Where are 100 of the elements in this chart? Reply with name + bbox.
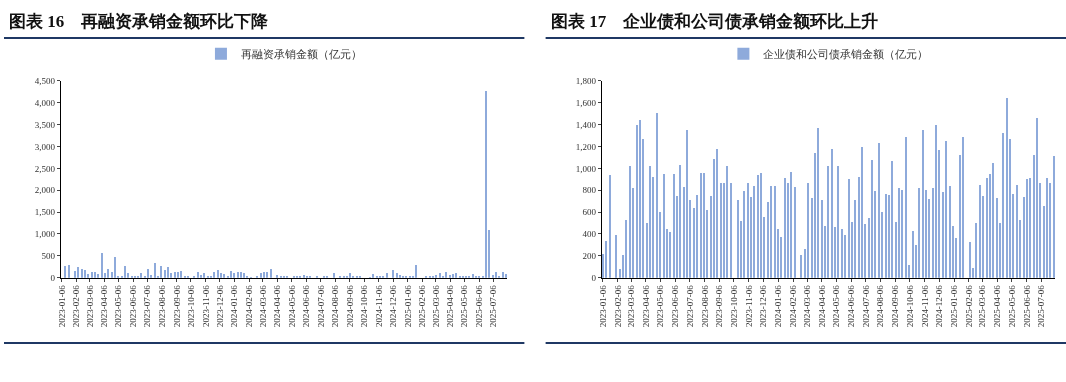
legend-label: 企业债和公司债承销金额（亿元） (763, 47, 929, 60)
bar (769, 185, 772, 278)
x-tick-label: 2025-01-06 (402, 284, 413, 328)
bar (806, 182, 809, 278)
bar (746, 182, 749, 278)
x-tick-label: 2024-05-06 (286, 284, 297, 328)
bar (904, 136, 907, 278)
bar (789, 171, 792, 278)
x-tick-label: 2023-04-06 (99, 284, 110, 328)
bar (719, 182, 722, 278)
bar (73, 270, 76, 278)
x-tick-label: 2024-01-06 (773, 284, 784, 328)
bar (414, 264, 417, 278)
x-tick-label: 2023-02-06 (612, 284, 623, 328)
x-tick-label: 2025-02-06 (963, 284, 974, 328)
bar (793, 186, 796, 278)
bar (176, 271, 179, 278)
bar (608, 174, 611, 278)
y-tick-label: 600 (582, 207, 597, 218)
bar (604, 240, 607, 278)
bar (840, 228, 843, 278)
bar (799, 254, 802, 278)
bar (100, 252, 103, 278)
bar (948, 185, 951, 278)
bar (113, 256, 116, 278)
x-tick-label: 2024-11-06 (919, 284, 930, 327)
x-tick-label: 2024-09-06 (344, 284, 355, 328)
bar (1048, 182, 1051, 278)
bar (826, 165, 829, 278)
bar (995, 197, 998, 278)
bar (736, 199, 739, 278)
bar (773, 185, 776, 278)
bar (830, 148, 833, 278)
x-tick-label: 2023-05-06 (655, 284, 666, 328)
bar (877, 142, 880, 278)
x-tick-label: 2023-03-06 (84, 284, 95, 328)
bar (212, 271, 215, 278)
bar (1028, 177, 1031, 278)
bar (662, 173, 665, 278)
bar (695, 194, 698, 278)
y-tick-label: 1,000 (34, 229, 56, 240)
x-tick-label: 2023-01-06 (56, 284, 67, 328)
x-tick-label: 2024-12-06 (934, 284, 945, 328)
x-tick-label: 2025-06-06 (1021, 284, 1032, 328)
y-tick-label: 1,400 (575, 119, 597, 130)
x-tick-label: 2023-12-06 (758, 284, 769, 328)
bar (870, 159, 873, 278)
bar (236, 271, 239, 278)
bar (934, 124, 937, 278)
x-tick-label: 2024-08-06 (875, 284, 886, 328)
bar (1045, 177, 1048, 278)
x-tick-label: 2023-08-06 (699, 284, 710, 328)
y-tick-label: 800 (582, 185, 597, 196)
x-tick-label: 2024-07-06 (860, 284, 871, 328)
bar (1001, 132, 1004, 278)
bar (685, 129, 688, 278)
bar (860, 146, 863, 278)
bar (1025, 178, 1028, 278)
bar (163, 269, 166, 278)
x-tick-label: 2023-07-06 (684, 284, 695, 328)
y-tick-label: 400 (582, 229, 597, 240)
x-tick-label: 2025-01-06 (949, 284, 960, 328)
bar (672, 173, 675, 278)
y-tick-label: 0 (591, 272, 597, 283)
bar (63, 265, 66, 278)
x-tick-label: 2024-08-06 (330, 284, 341, 328)
x-tick-label: 2023-06-06 (670, 284, 681, 328)
bar (159, 265, 162, 278)
bar (624, 219, 627, 278)
bar (83, 269, 86, 278)
bar (897, 187, 900, 278)
bar (80, 268, 83, 278)
bar (76, 266, 79, 278)
x-tick-label: 2025-03-06 (430, 284, 441, 328)
bar (90, 271, 93, 278)
x-tick-label: 2023-01-06 (597, 284, 608, 328)
x-tick-label: 2024-11-06 (373, 284, 384, 327)
bar (668, 231, 671, 278)
bar (648, 165, 651, 278)
x-tick-label: 2024-02-06 (787, 284, 798, 328)
x-tick-label: 2023-04-06 (640, 284, 651, 328)
bar (269, 268, 272, 278)
bar (179, 270, 182, 278)
bar (836, 165, 839, 278)
bar (911, 230, 914, 278)
x-tick-label: 2024-06-06 (846, 284, 857, 328)
y-tick-label: 0 (50, 272, 56, 283)
bar (146, 268, 149, 278)
x-tick-label: 2023-12-06 (214, 284, 225, 328)
x-tick-label: 2024-04-06 (272, 284, 283, 328)
bar (484, 90, 487, 278)
bar (978, 184, 981, 278)
x-tick-label: 2025-07-06 (488, 284, 499, 328)
bar (756, 174, 759, 278)
y-tick-label: 500 (41, 250, 56, 261)
x-tick-label: 2023-07-06 (142, 284, 153, 328)
bar (1035, 117, 1038, 278)
bar (884, 193, 887, 278)
x-tick-label: 2025-04-06 (992, 284, 1003, 328)
x-tick-label: 2024-02-06 (244, 284, 255, 328)
